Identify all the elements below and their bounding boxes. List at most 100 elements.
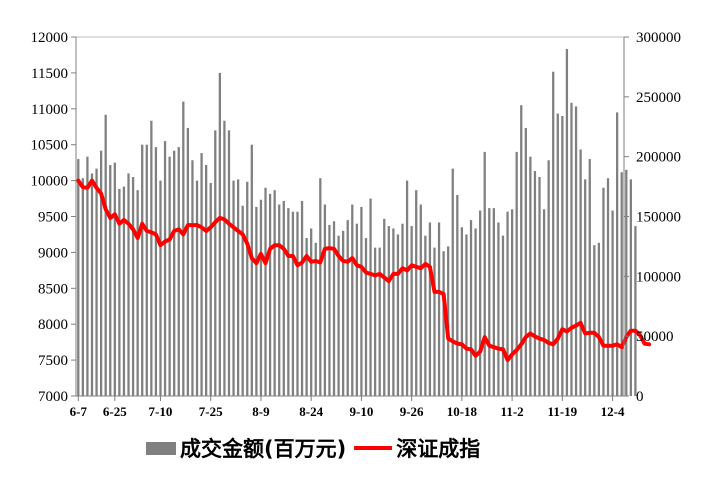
- left-tick-label: 10500: [31, 138, 69, 154]
- x-tick-label: 10-18: [447, 404, 478, 419]
- right-tick-label: 200000: [636, 150, 681, 166]
- bar-volume: [492, 208, 495, 396]
- bar-volume: [90, 173, 94, 396]
- right-tick-label: 0: [636, 389, 644, 405]
- bar-volume: [109, 165, 112, 396]
- bar-volume: [191, 160, 194, 396]
- bar-volume: [556, 113, 559, 396]
- bar-volume: [264, 187, 267, 396]
- bar-volume: [355, 223, 358, 396]
- bar-volume: [232, 180, 235, 396]
- left-tick-label: 12000: [31, 30, 69, 46]
- bar-volume: [342, 230, 345, 396]
- bar-volume: [273, 190, 276, 396]
- bar-volume: [538, 177, 541, 396]
- bar-volume: [328, 224, 331, 396]
- bar-volume: [159, 180, 162, 396]
- bar-volume: [574, 106, 578, 396]
- legend-label-index: 深证成指: [396, 437, 481, 461]
- bar-volume: [437, 222, 441, 396]
- legend-swatch-line: [354, 446, 393, 450]
- legend: 成交金额(百万元) 深证成指: [146, 432, 488, 464]
- bar-volume: [218, 72, 221, 397]
- bar-volume: [383, 218, 386, 396]
- bar-volume: [616, 112, 619, 396]
- bar-volume: [524, 127, 527, 397]
- bar-volume: [346, 220, 349, 396]
- bar-volume: [542, 209, 546, 396]
- bar-volume: [163, 141, 167, 396]
- legend-swatch-bar: [146, 441, 176, 455]
- x-tick-label: 7-25: [199, 404, 223, 419]
- x-tick-label: 12-4: [601, 404, 625, 419]
- bar-volume: [319, 178, 322, 396]
- bar-volume: [241, 205, 244, 396]
- x-axis-ticks: 6-7 6-25 7-10 7-25 8-9 8-24 9-10 9-26 10-18 11-2 1…: [70, 396, 625, 419]
- bar-volume: [360, 206, 363, 396]
- bar-volume: [433, 247, 436, 396]
- left-tick-label: 11500: [31, 66, 68, 82]
- bar-volume: [250, 144, 253, 396]
- left-tick-label: 10000: [31, 174, 69, 190]
- bar-volume: [86, 156, 89, 396]
- bar-volume: [364, 238, 368, 396]
- bar-volume: [287, 208, 290, 396]
- bar-volume: [173, 150, 176, 396]
- left-tick-label: 7000: [38, 389, 68, 405]
- bar-volume: [177, 147, 180, 396]
- bar-volume: [401, 223, 404, 396]
- bar-volume: [588, 159, 591, 396]
- bar-volume: [506, 211, 509, 396]
- bar-volume: [597, 242, 601, 396]
- right-tick-label: 100000: [636, 269, 681, 285]
- bar-volume: [118, 188, 121, 396]
- bar-volume: [396, 234, 400, 396]
- bar-volume: [122, 186, 126, 396]
- bar-volume: [497, 222, 500, 396]
- bar-volume: [552, 71, 555, 396]
- x-tick-label: 11-2: [501, 404, 524, 419]
- bar-volume: [392, 228, 395, 396]
- plot-area: [75, 36, 625, 397]
- bar-volume: [456, 194, 459, 396]
- legend-label-volume: 成交金额(百万元): [180, 437, 347, 461]
- bar-volume: [278, 204, 281, 396]
- left-tick-label: 9500: [38, 210, 68, 226]
- bar-volume: [451, 168, 454, 396]
- left-tick-label: 11000: [31, 102, 68, 118]
- right-tick-label: 50000: [636, 329, 674, 345]
- bar-volume: [629, 179, 632, 396]
- x-tick-label: 9-10: [349, 404, 373, 419]
- left-tick-label: 7500: [38, 353, 68, 369]
- bar-volume: [584, 179, 587, 396]
- bar-volume: [570, 102, 573, 397]
- bar-volume: [141, 144, 144, 396]
- bar-volume: [282, 200, 285, 396]
- bar-volume: [268, 193, 272, 396]
- bar-volume: [131, 177, 135, 396]
- bar-volume: [428, 222, 432, 396]
- bar-volume: [515, 151, 518, 396]
- bar-volume: [602, 187, 605, 396]
- bar-volume: [465, 234, 468, 396]
- bar-volume: [195, 180, 199, 396]
- left-axis-ticks: 7000 7500 8000 8500 9000 9500 10000 10500 11000 1…: [31, 30, 76, 405]
- x-tick-label: 6-25: [103, 404, 127, 419]
- bar-volume: [337, 235, 340, 396]
- left-tick-label: 8500: [38, 281, 68, 297]
- bar-volume: [150, 120, 153, 397]
- bar-volume: [533, 171, 537, 396]
- bar-volume: [104, 114, 107, 397]
- bar-volume: [99, 150, 103, 396]
- right-axis-ticks: 0 50000 100000 150000 200000 250000 300000: [624, 30, 681, 405]
- x-tick-label: 8-24: [299, 404, 323, 419]
- bar-volume: [81, 178, 84, 396]
- bar-volume: [442, 251, 445, 396]
- bar-volume: [547, 160, 550, 396]
- bar-volume: [255, 206, 258, 396]
- bar-volume: [351, 204, 354, 396]
- bar-volume: [424, 235, 427, 396]
- legend-item-index: 深证成指: [354, 433, 480, 463]
